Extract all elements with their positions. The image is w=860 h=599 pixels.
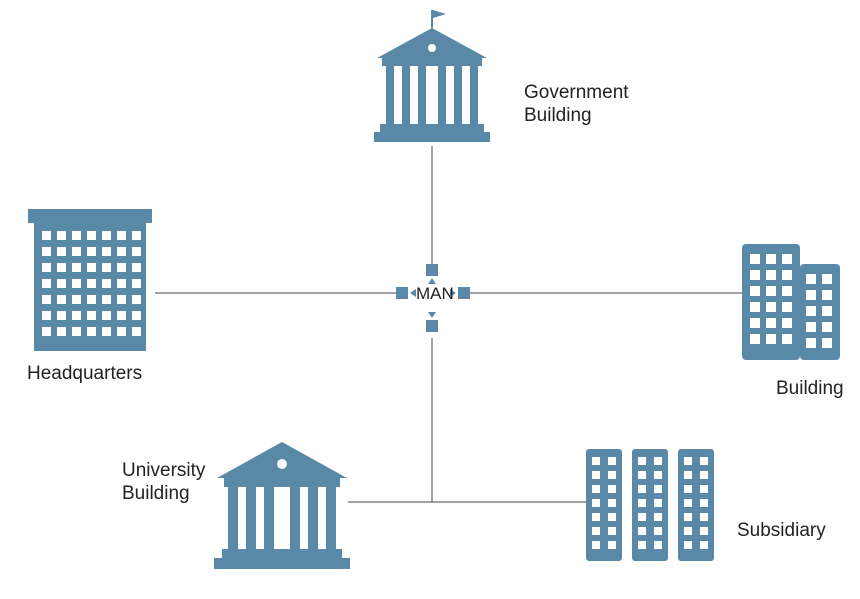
- headquarters-icon: [28, 209, 152, 351]
- government-building-label: Government Building: [524, 82, 629, 128]
- network-diagram: MAN Government Building Headquarters Bui…: [0, 0, 860, 599]
- university-building-icon: [214, 442, 350, 569]
- subsidiary-icon: [586, 449, 714, 561]
- subsidiary-label: Subsidiary: [737, 520, 826, 543]
- hub-label: MAN: [416, 284, 454, 304]
- building-icon: [742, 244, 840, 360]
- building-label: Building: [776, 378, 844, 401]
- edges: [155, 146, 742, 502]
- headquarters-label: Headquarters: [27, 363, 142, 386]
- government-building-icon: [374, 10, 490, 142]
- university-building-label: University Building: [122, 460, 205, 506]
